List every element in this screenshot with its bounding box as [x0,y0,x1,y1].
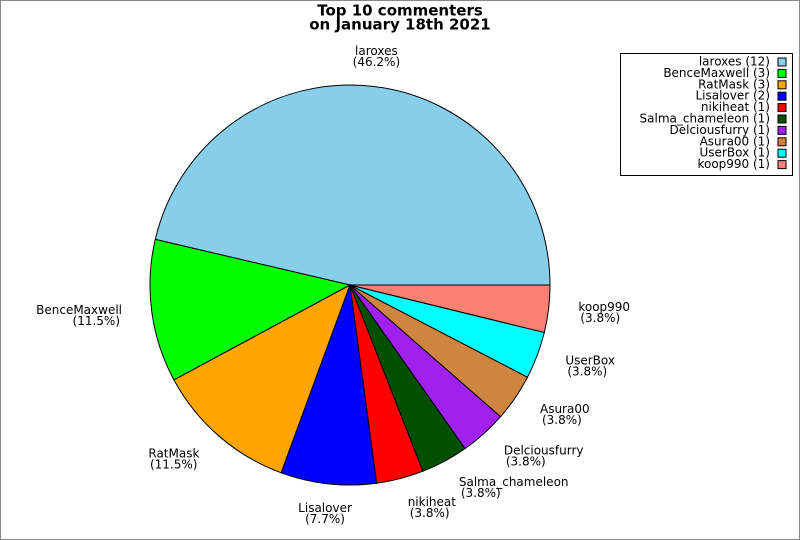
slice-value-label: (3.8%) [580,311,620,325]
legend-label: RatMask (3) [698,77,770,91]
slice-label: Asura00 [540,402,590,416]
legend-swatch [777,125,787,135]
pie-slice [173,283,351,474]
slice-label: BenceMaxwell [36,303,122,317]
legend-label: nikiheat (1) [701,100,770,114]
slice-label: Delciousfurry [504,443,584,457]
slice-label: RatMask [148,446,199,460]
legend-swatch [777,148,787,158]
slice-value-label: (3.8%) [567,364,607,378]
slice-value-label: (46.2%) [353,55,400,69]
legend-swatch [777,91,787,101]
chart-subtitle: on January 18th 2021 [309,16,490,34]
legend-swatch [777,68,787,78]
legend-label: laroxes (12) [699,55,770,69]
legend-label: Salma_chameleon (1) [640,112,770,126]
legend-swatch [777,137,787,147]
legend-swatch [777,160,787,170]
legend-swatch [777,114,787,124]
slice-label: koop990 [578,300,630,314]
legend-swatch [777,57,787,67]
pie-slice [149,238,352,381]
slice-label: Salma_chameleon [459,475,569,489]
legend-swatch [777,80,787,90]
legend-label: BenceMaxwell (3) [663,66,770,80]
slice-value-label: (7.7%) [305,512,345,526]
slice-value-label: (3.8%) [506,454,546,468]
pie-slice [154,84,551,286]
slice-value-label: (3.8%) [542,413,582,427]
legend-label: Lisalover (2) [695,89,770,103]
slice-value-label: (11.5%) [150,457,197,471]
slice-label: nikiheat [408,495,457,509]
legend-box [620,53,793,176]
slice-label: laroxes [355,44,398,58]
legend-label: Delciousfurry (1) [670,123,771,137]
pie-slice [280,284,378,486]
legend-label: UserBox (1) [700,146,770,160]
slice-value-label: (3.8%) [461,486,501,500]
legend-label: Asura00 (1) [700,134,770,148]
pie-slice [349,284,551,334]
legend-swatch [777,103,787,113]
slice-value-label: (11.5%) [73,314,120,328]
legend-label: koop990 (1) [697,157,770,171]
chart-title: Top 10 commenters [317,2,483,20]
slice-value-label: (3.8%) [410,506,450,520]
slice-label: Lisalover [298,501,352,515]
slice-label: UserBox [565,353,615,367]
